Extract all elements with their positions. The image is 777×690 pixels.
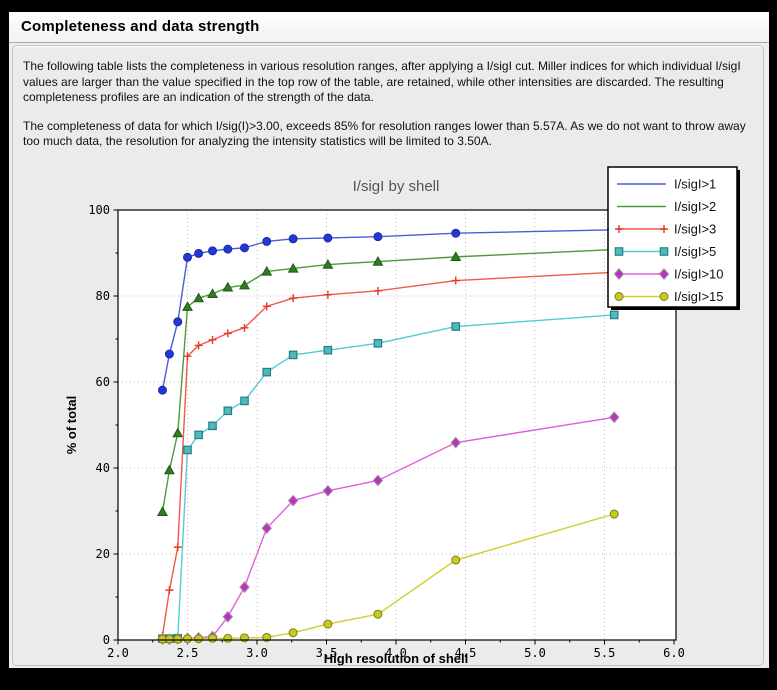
svg-text:4.5: 4.5	[455, 646, 477, 660]
svg-text:6.0: 6.0	[663, 646, 685, 660]
page-title: Completeness and data strength	[21, 18, 260, 35]
svg-text:3.5: 3.5	[316, 646, 338, 660]
svg-text:100: 100	[88, 203, 110, 217]
svg-text:I/sigI>2: I/sigI>2	[674, 199, 716, 214]
svg-text:4.0: 4.0	[385, 646, 407, 660]
description-paragraph-2: The completeness of data for which I/sig…	[23, 118, 746, 149]
plot-border	[117, 209, 677, 641]
series-1	[157, 243, 620, 516]
svg-text:I/sigI>10: I/sigI>10	[674, 267, 724, 282]
panel-header: Completeness and data strength	[9, 12, 769, 43]
y-axis-label: % of total	[64, 396, 79, 455]
chart-legend: I/sigI>1 I/sigI>2 I/sigI>3 I/sigI>5 I/sigI>1…	[607, 166, 740, 310]
svg-text:80: 80	[96, 289, 110, 303]
chart-title: I/sigI by shell	[353, 178, 440, 195]
svg-text:3.0: 3.0	[246, 646, 268, 660]
svg-text:0: 0	[103, 633, 110, 647]
svg-text:I/sigI>15: I/sigI>15	[674, 289, 724, 304]
svg-text:2.5: 2.5	[177, 646, 199, 660]
svg-text:I/sigI>1: I/sigI>1	[674, 177, 716, 192]
svg-text:I/sigI>3: I/sigI>3	[674, 222, 716, 237]
svg-text:40: 40	[96, 461, 110, 475]
svg-text:60: 60	[96, 375, 110, 389]
description-paragraph-1: The following table lists the completene…	[23, 59, 741, 104]
svg-text:20: 20	[96, 547, 110, 561]
plot-area	[118, 210, 676, 640]
svg-text:2.0: 2.0	[107, 646, 129, 660]
svg-text:5.5: 5.5	[594, 646, 616, 660]
chart-canvas: 2.0 2.5 3.0 3.5 4.0 4.5 5.0 5.5 6.0 0 20 40 60 80 100 I…	[64, 166, 740, 666]
tick-labels: 2.0 2.5 3.0 3.5 4.0 4.5 5.0 5.5 6.0 0 20 40 60 80 100	[88, 203, 685, 660]
x-axis-label: High resolution of shell	[324, 651, 468, 666]
series-0	[157, 225, 619, 395]
svg-text:I/sigI>5: I/sigI>5	[674, 244, 716, 259]
svg-text:5.0: 5.0	[524, 646, 546, 660]
